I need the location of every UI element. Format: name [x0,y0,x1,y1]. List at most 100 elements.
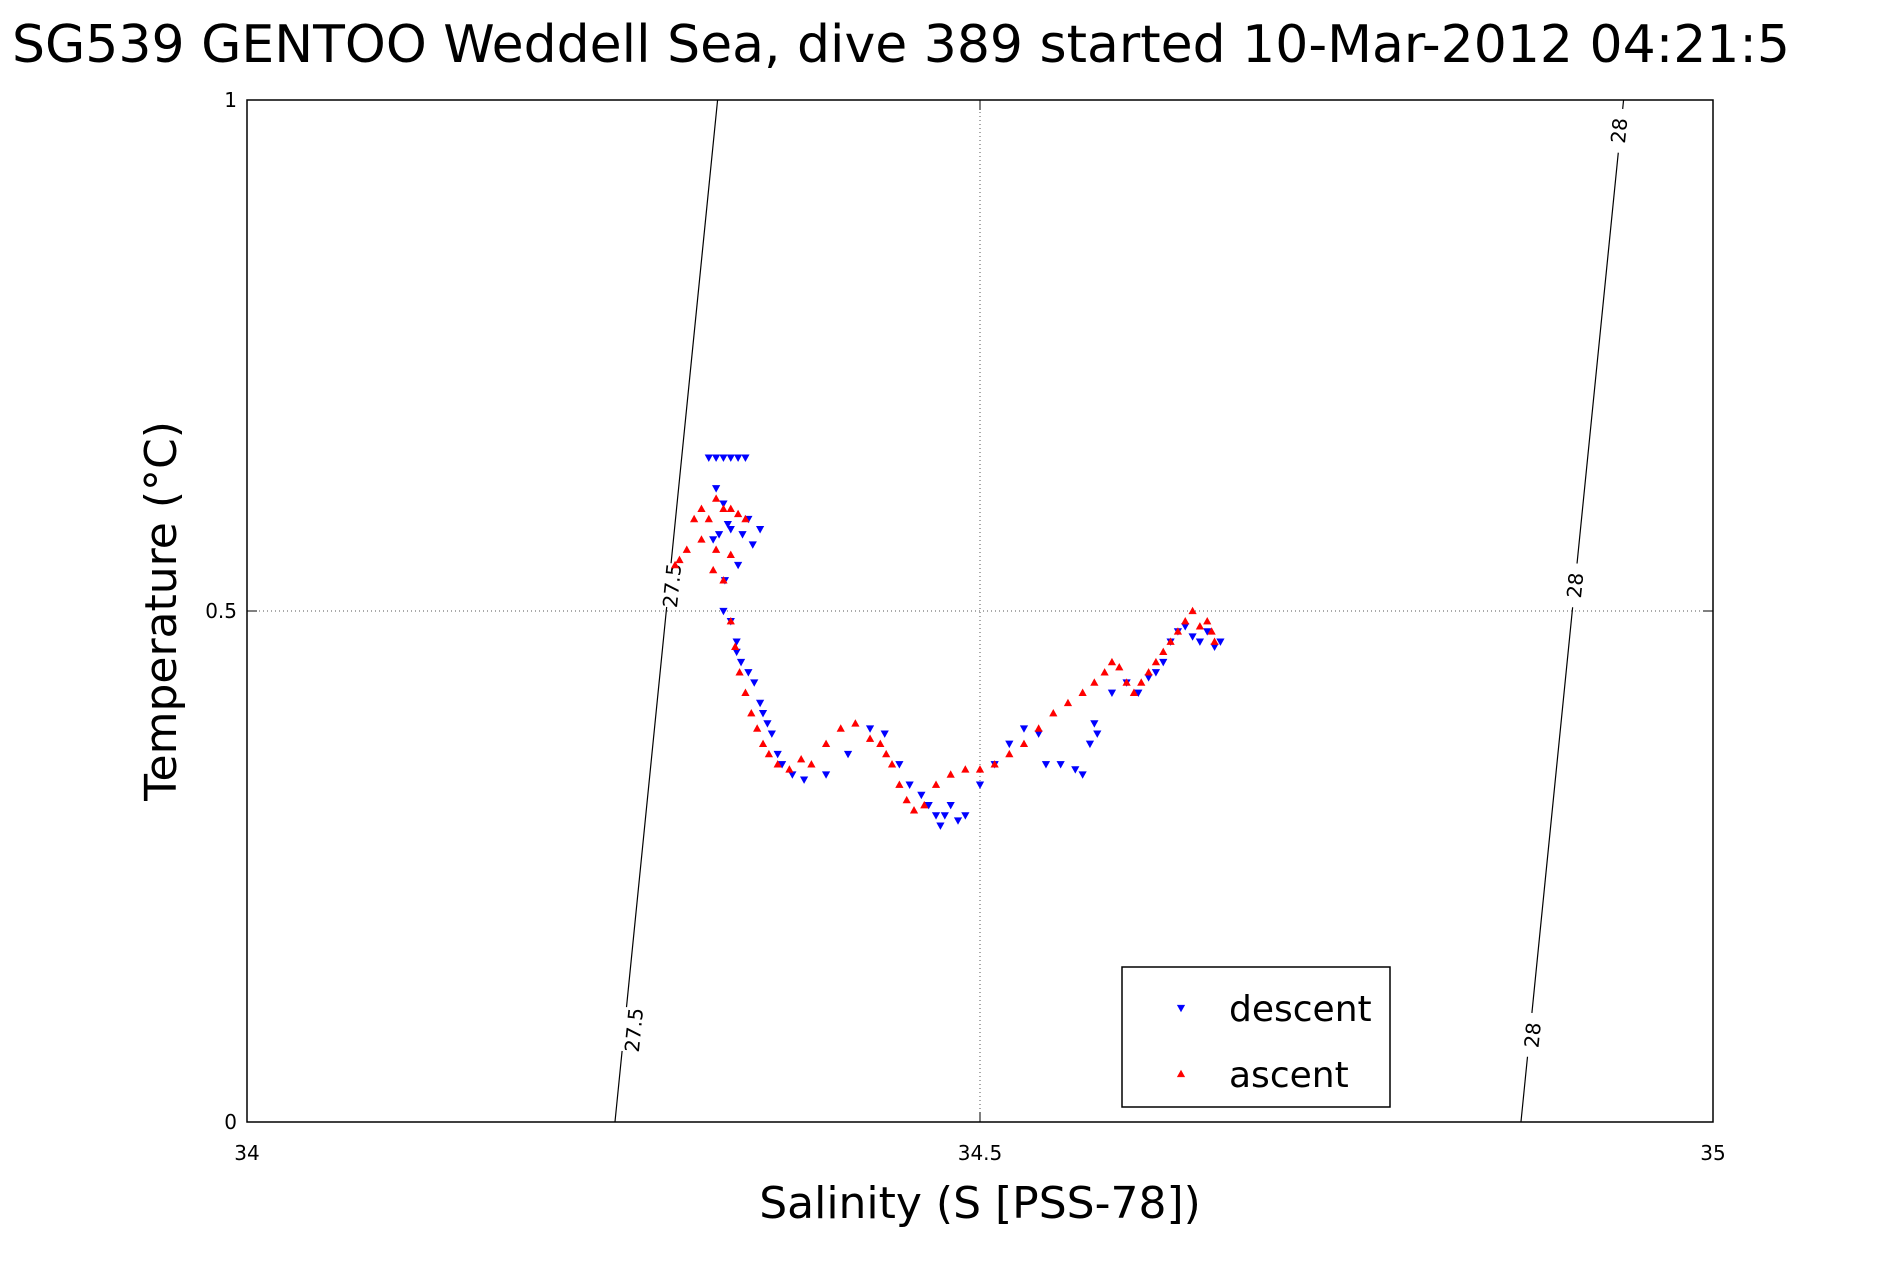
density-contours: 27.5 27.5 28 28 28 [614,99,1634,1123]
point-ascent [902,795,911,804]
point-descent [704,454,713,462]
point-descent [1005,740,1014,749]
point-ascent [697,504,706,512]
point-descent [719,607,728,616]
y-tick-label: 1 [224,88,237,112]
point-descent [1195,638,1205,646]
point-descent [1159,658,1168,667]
point-ascent [1122,678,1131,686]
point-ascent [1144,668,1153,676]
point-ascent [990,760,999,768]
point-ascent [865,734,875,742]
chart-title: SG539 GENTOO Weddell Sea, dive 389 start… [12,15,1790,75]
point-ascent [734,509,743,518]
point-ascent [1195,622,1205,630]
contour-label-background [1518,1012,1547,1059]
point-ascent [709,565,718,574]
point-ascent [753,724,762,732]
point-descent [946,801,955,810]
data-series [670,454,1225,830]
point-ascent [961,765,970,773]
contour-label: 28 [1606,117,1632,145]
point-descent [843,750,853,759]
point-descent [714,531,724,539]
point-descent [712,454,721,462]
point-descent [726,526,735,534]
point-ascent [1173,627,1183,635]
point-ascent [1107,657,1117,666]
contour-label-background [658,562,687,609]
point-ascent [712,545,721,553]
point-descent [726,454,735,462]
point-descent [1056,761,1065,769]
point-descent [895,761,904,769]
point-descent [1093,730,1102,738]
legend-box [1121,966,1391,1108]
point-ascent [1019,739,1029,748]
point-ascent [821,739,831,748]
point-descent [734,454,743,462]
x-tick-label: 34 [234,1141,259,1165]
point-ascent [1129,688,1139,696]
point-descent [734,561,743,570]
point-descent [924,801,933,810]
point-descent [1134,689,1143,697]
point-descent [1188,633,1197,641]
series-descent [704,454,1225,830]
point-ascent [1181,617,1190,625]
y-tick-label: 0 [224,1110,237,1134]
point-ascent [735,668,744,676]
point-ascent [1166,637,1175,645]
point-ascent [975,765,985,773]
point-descent [1071,766,1080,774]
point-ascent [909,806,919,814]
point-descent [767,730,776,738]
point-descent [741,454,750,462]
point-ascent [797,754,806,763]
point-ascent [712,494,721,502]
point-descent [1019,725,1029,733]
point-ascent [1137,678,1146,686]
point-descent [953,817,963,825]
point-descent [799,776,809,784]
point-ascent [697,535,706,543]
point-descent [709,536,718,544]
legend-marker-descent [1176,1004,1186,1013]
point-ascent [876,739,885,748]
point-descent [865,725,875,733]
point-ascent [920,800,929,809]
point-ascent [895,780,904,788]
point-descent [1078,771,1087,779]
y-tick-label: 0.5 [205,599,237,623]
legend-label-descent: descent [1229,989,1372,1030]
point-ascent [1100,668,1109,676]
point-ascent [670,560,680,569]
point-descent [744,669,753,677]
point-descent [777,761,787,769]
point-descent [961,812,970,820]
point-descent [758,710,768,718]
series-ascent [670,494,1219,814]
point-ascent [851,719,860,727]
point-ascent [1151,657,1161,666]
point-descent [732,638,741,646]
point-descent [917,791,926,800]
point-ascent [887,760,897,768]
point-descent [931,812,941,820]
point-descent [719,454,728,462]
point-ascent [1005,749,1014,758]
point-ascent [704,514,713,523]
point-ascent [1188,606,1197,615]
legend-entries: descent ascent [1176,989,1372,1096]
point-ascent [682,545,691,553]
legend-label-ascent: ascent [1229,1055,1349,1096]
x-tick-label: 34.5 [958,1141,1003,1165]
point-ascent [719,576,728,584]
point-descent [719,500,728,508]
point-descent [936,822,945,830]
point-descent [1107,689,1117,697]
density-contour-27.5 [614,99,719,1123]
point-descent [940,812,949,820]
point-ascent [773,760,782,768]
